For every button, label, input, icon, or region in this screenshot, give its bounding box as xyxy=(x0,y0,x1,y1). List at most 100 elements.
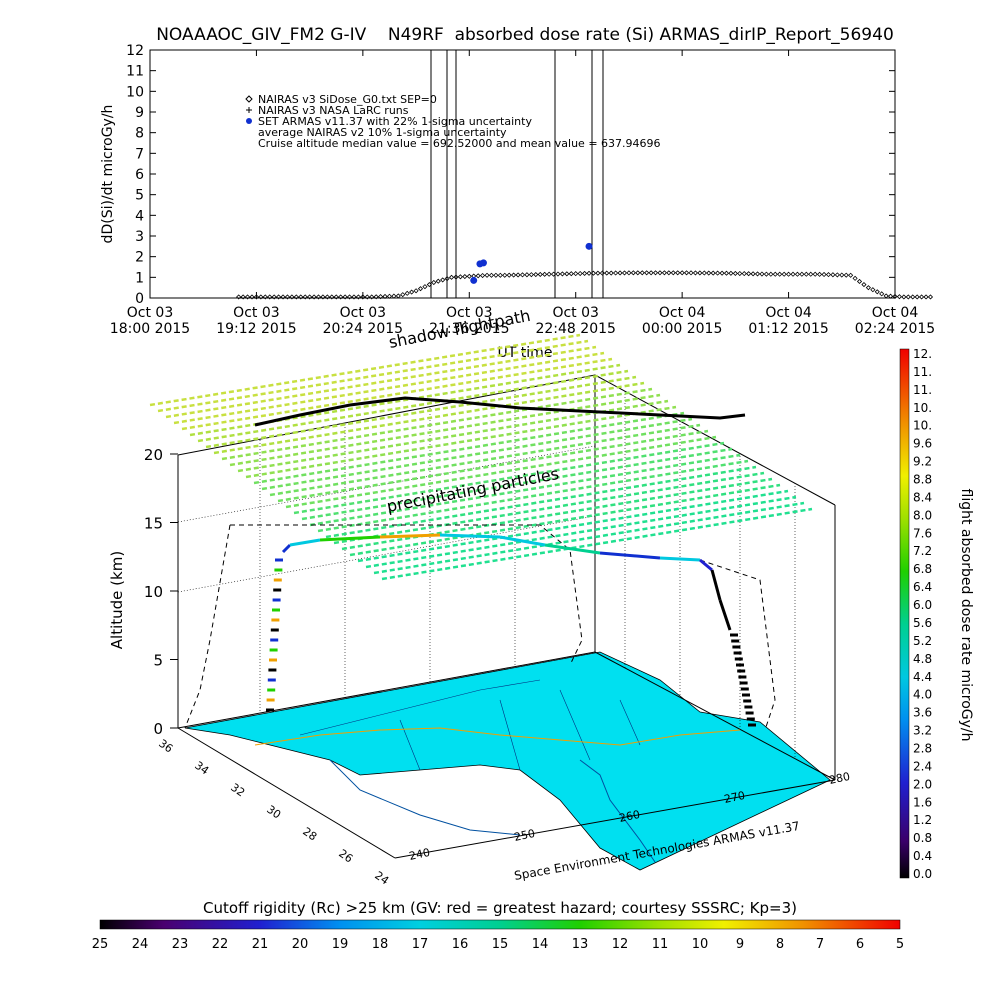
x-tick-label-date: Oct 03 xyxy=(446,305,492,321)
nairas-point xyxy=(896,294,903,300)
altitude-tick-label: 0 xyxy=(153,720,163,738)
rigidity-colorbar-tick-label: 18 xyxy=(372,937,389,952)
y-tick-label: 1 xyxy=(135,270,144,286)
nairas-point xyxy=(488,272,495,278)
track-segment xyxy=(439,533,501,539)
dose-colorbar-tick-label: 2.0 xyxy=(913,777,932,791)
nairas-point xyxy=(639,270,645,276)
nairas-point xyxy=(515,272,521,278)
nairas-point xyxy=(803,271,809,277)
dose-colorbar-tick-label: 8.0 xyxy=(913,508,932,522)
nairas-point xyxy=(723,270,730,276)
nairas-point xyxy=(391,293,397,299)
rigidity-colorbar-tick-label: 7 xyxy=(816,937,824,952)
x-tick-label-date: Oct 03 xyxy=(233,305,279,321)
latitude-tick-label: 30 xyxy=(264,803,283,822)
nairas-point xyxy=(790,271,796,277)
nairas-point xyxy=(373,294,379,300)
nairas-point xyxy=(843,272,849,278)
top-plot-frame xyxy=(149,49,896,299)
nairas-point xyxy=(369,294,375,300)
nairas-point xyxy=(413,288,419,294)
nairas-point xyxy=(493,272,499,278)
x-tick-label-date: Oct 03 xyxy=(340,305,386,321)
track-segment xyxy=(710,569,722,601)
nairas-point xyxy=(919,294,925,300)
x-tick-label-date: Oct 04 xyxy=(659,305,706,321)
nairas-point xyxy=(874,289,880,295)
nairas-point xyxy=(400,292,406,298)
particle-stripe xyxy=(293,441,725,515)
ground-track xyxy=(254,727,741,746)
dose-colorbar-tick-label: 11. xyxy=(913,365,932,379)
nairas-point xyxy=(511,272,517,278)
nairas-point xyxy=(670,270,676,276)
track-segment xyxy=(699,558,713,572)
rigidity-colorbar-tick-label: 5 xyxy=(896,937,904,952)
longitude-tick-label: 240 xyxy=(408,846,431,863)
rigidity-colorbar-tick-label: 17 xyxy=(412,937,429,952)
rigidity-colorbar-tick-label: 8 xyxy=(776,937,784,952)
rigidity-colorbar-tick-label: 22 xyxy=(212,937,229,952)
y-tick-label: 9 xyxy=(135,105,144,121)
rigidity-colorbar-tick-label: 23 xyxy=(172,937,189,952)
nairas-point xyxy=(812,271,818,277)
track-segment xyxy=(718,599,732,631)
nairas-point xyxy=(652,270,659,276)
dose-colorbar-tick-label: 9.2 xyxy=(913,455,932,469)
armas-point xyxy=(470,276,478,284)
particle-stripe xyxy=(165,345,597,419)
rigidity-colorbar-tick-label: 6 xyxy=(856,937,864,952)
dose-colorbar-tick-label: 2.4 xyxy=(913,759,932,773)
particle-stripe xyxy=(381,507,813,581)
y-tick-label: 5 xyxy=(135,188,144,204)
particle-stripe xyxy=(181,357,613,431)
rigidity-colorbar-tick-label: 12 xyxy=(612,937,629,952)
nairas-point xyxy=(608,270,614,276)
nairas-point xyxy=(453,274,459,280)
nairas-point xyxy=(910,294,916,300)
nairas-point xyxy=(559,271,565,277)
nairas-point xyxy=(786,271,792,277)
x-tick-label-date: Oct 03 xyxy=(127,305,173,321)
nairas-point xyxy=(817,271,823,277)
nairas-point xyxy=(821,271,827,278)
x-tick-label-time: 00:00 2015 xyxy=(642,321,722,337)
armas-point xyxy=(479,259,487,267)
dose-colorbar-tick-label: 11. xyxy=(913,383,932,397)
dose-colorbar-tick-label: 6.4 xyxy=(913,580,932,594)
nairas-point xyxy=(684,270,690,276)
nairas-point xyxy=(768,271,774,277)
legend-entry: average NAIRAS v2 10% 1-sigma uncertaint… xyxy=(258,126,507,139)
particle-stripe xyxy=(149,333,581,407)
nairas-point xyxy=(927,294,934,300)
particle-stripe xyxy=(253,411,685,485)
nairas-point xyxy=(395,293,401,299)
dose-colorbar-tick-label: 4.0 xyxy=(913,688,932,702)
nairas-point xyxy=(675,270,681,276)
nairas-point xyxy=(657,270,663,276)
x-tick-label-time: 01:12 2015 xyxy=(748,321,828,337)
altitude-tick-label: 10 xyxy=(144,583,163,601)
nairas-point xyxy=(537,271,543,278)
rigidity-colorbar-tick-label: 20 xyxy=(292,937,309,952)
nairas-point xyxy=(879,291,885,297)
event-lines xyxy=(430,50,604,298)
nairas-point xyxy=(856,278,863,285)
nairas-point xyxy=(848,272,854,278)
nairas-point xyxy=(528,272,534,278)
dose-colorbar-tick-label: 0.4 xyxy=(913,849,932,863)
state-lines xyxy=(299,679,641,771)
nairas-point xyxy=(794,271,801,277)
y-tick-label: 2 xyxy=(135,250,144,266)
particle-stripe xyxy=(213,381,645,455)
dose-colorbar: 12. 11. 11. 10. 10. 9.6 9.2 8.8 8.4 8.0 7.6 7.2 6.8 6… xyxy=(899,347,974,881)
nairas-point xyxy=(422,284,428,290)
nairas-point xyxy=(586,270,592,276)
x-tick-label-time: 22:48 2015 xyxy=(535,321,615,337)
nairas-point xyxy=(417,286,424,292)
